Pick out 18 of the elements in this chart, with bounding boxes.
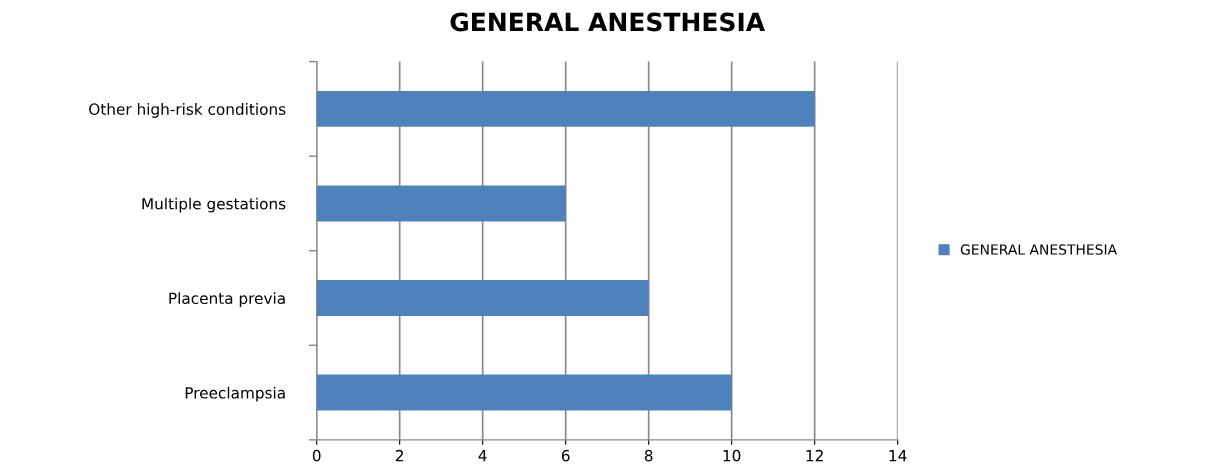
x-tick-label: 10 (723, 449, 741, 462)
bar (316, 374, 732, 411)
x-tick-label: 6 (561, 449, 570, 462)
y-tick-label: Multiple gestations (142, 197, 286, 213)
bar (316, 280, 649, 316)
x-tick-label: 0 (312, 449, 321, 462)
x-tick-label: 8 (644, 449, 653, 462)
y-tick-label: Preeclampsia (185, 386, 285, 402)
x-tick-label: 4 (478, 450, 487, 462)
legend-label: GENERAL ANESTHESIA (960, 244, 1117, 255)
x-tick-label: 12 (806, 449, 823, 462)
x-tick-label: 14 (889, 450, 907, 462)
y-tick-label: Placenta previa (169, 292, 285, 308)
y-tick-label: Other high-risk conditions (89, 103, 286, 118)
bar (316, 90, 815, 127)
x-tick-label: 2 (395, 449, 404, 462)
chart-title: GENERAL ANESTHESIA (450, 12, 765, 32)
bar (316, 185, 566, 222)
